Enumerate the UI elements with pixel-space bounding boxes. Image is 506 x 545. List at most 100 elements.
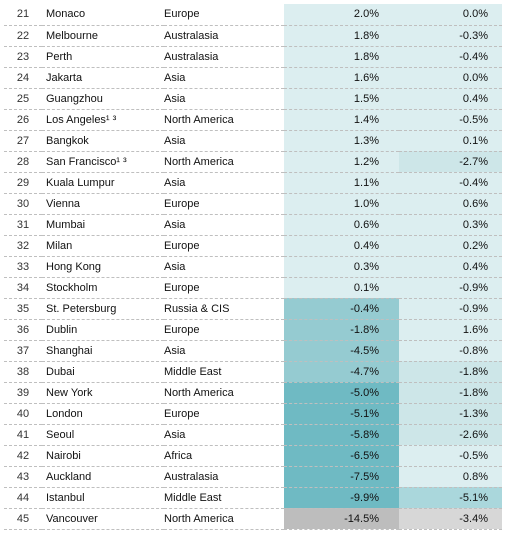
value1-cell: -4.5% — [284, 340, 399, 361]
value1-cell: 1.3% — [284, 130, 399, 151]
table-row: 25GuangzhouAsia1.5%0.4% — [4, 88, 502, 109]
rank-cell: 40 — [4, 403, 42, 424]
rank-cell: 31 — [4, 214, 42, 235]
table-row: 24JakartaAsia1.6%0.0% — [4, 67, 502, 88]
region-cell: Asia — [164, 340, 284, 361]
value2-cell: 0.6% — [399, 193, 502, 214]
value2-cell: -0.4% — [399, 172, 502, 193]
region-cell: Europe — [164, 277, 284, 298]
ranking-table: 21MonacoEurope2.0%0.0%22MelbourneAustral… — [4, 4, 502, 530]
region-cell: Middle East — [164, 361, 284, 382]
table-row: 21MonacoEurope2.0%0.0% — [4, 4, 502, 25]
value1-cell: 0.3% — [284, 256, 399, 277]
table-row: 36DublinEurope-1.8%1.6% — [4, 319, 502, 340]
city-cell: Jakarta — [42, 67, 164, 88]
table-row: 28San Francisco¹ ³North America1.2%-2.7% — [4, 151, 502, 172]
value1-cell: -7.5% — [284, 466, 399, 487]
city-cell: Perth — [42, 46, 164, 67]
value2-cell: 0.8% — [399, 466, 502, 487]
value2-cell: -0.5% — [399, 445, 502, 466]
value2-cell: 0.3% — [399, 214, 502, 235]
value1-cell: 1.0% — [284, 193, 399, 214]
table-row: 29Kuala LumpurAsia1.1%-0.4% — [4, 172, 502, 193]
region-cell: Middle East — [164, 487, 284, 508]
value2-cell: -0.9% — [399, 298, 502, 319]
city-cell: Mumbai — [42, 214, 164, 235]
table-row: 32MilanEurope0.4%0.2% — [4, 235, 502, 256]
value1-cell: 1.5% — [284, 88, 399, 109]
region-cell: Asia — [164, 256, 284, 277]
rank-cell: 28 — [4, 151, 42, 172]
city-cell: Dublin — [42, 319, 164, 340]
value1-cell: 1.4% — [284, 109, 399, 130]
rank-cell: 30 — [4, 193, 42, 214]
city-cell: St. Petersburg — [42, 298, 164, 319]
table-row: 26Los Angeles¹ ³North America1.4%-0.5% — [4, 109, 502, 130]
value1-cell: -5.1% — [284, 403, 399, 424]
region-cell: Asia — [164, 214, 284, 235]
region-cell: Asia — [164, 172, 284, 193]
value1-cell: 0.6% — [284, 214, 399, 235]
value2-cell: 0.4% — [399, 256, 502, 277]
region-cell: North America — [164, 151, 284, 172]
city-cell: Dubai — [42, 361, 164, 382]
rank-cell: 44 — [4, 487, 42, 508]
city-cell: San Francisco¹ ³ — [42, 151, 164, 172]
city-cell: Kuala Lumpur — [42, 172, 164, 193]
rank-cell: 29 — [4, 172, 42, 193]
region-cell: Africa — [164, 445, 284, 466]
value1-cell: 0.1% — [284, 277, 399, 298]
city-cell: Milan — [42, 235, 164, 256]
rank-cell: 36 — [4, 319, 42, 340]
rank-cell: 25 — [4, 88, 42, 109]
table-row: 45VancouverNorth America-14.5%-3.4% — [4, 508, 502, 529]
value2-cell: -1.8% — [399, 361, 502, 382]
table-row: 42NairobiAfrica-6.5%-0.5% — [4, 445, 502, 466]
value1-cell: -0.4% — [284, 298, 399, 319]
value1-cell: -1.8% — [284, 319, 399, 340]
table-row: 23PerthAustralasia1.8%-0.4% — [4, 46, 502, 67]
table-row: 37ShanghaiAsia-4.5%-0.8% — [4, 340, 502, 361]
city-cell: London — [42, 403, 164, 424]
rank-cell: 39 — [4, 382, 42, 403]
region-cell: Europe — [164, 319, 284, 340]
value1-cell: -5.0% — [284, 382, 399, 403]
value2-cell: 0.0% — [399, 4, 502, 25]
value2-cell: 0.4% — [399, 88, 502, 109]
rank-cell: 38 — [4, 361, 42, 382]
city-cell: Shanghai — [42, 340, 164, 361]
value1-cell: 1.6% — [284, 67, 399, 88]
city-cell: Melbourne — [42, 25, 164, 46]
value1-cell: -6.5% — [284, 445, 399, 466]
value1-cell: 0.4% — [284, 235, 399, 256]
table-row: 30ViennaEurope1.0%0.6% — [4, 193, 502, 214]
region-cell: Asia — [164, 88, 284, 109]
table-row: 43AucklandAustralasia-7.5%0.8% — [4, 466, 502, 487]
value2-cell: 1.6% — [399, 319, 502, 340]
rank-cell: 35 — [4, 298, 42, 319]
table-row: 35St. PetersburgRussia & CIS-0.4%-0.9% — [4, 298, 502, 319]
value1-cell: 1.2% — [284, 151, 399, 172]
table-row: 38DubaiMiddle East-4.7%-1.8% — [4, 361, 502, 382]
table-row: 31MumbaiAsia0.6%0.3% — [4, 214, 502, 235]
city-cell: Istanbul — [42, 487, 164, 508]
value1-cell: 1.8% — [284, 46, 399, 67]
value2-cell: -0.3% — [399, 25, 502, 46]
value1-cell: 1.8% — [284, 25, 399, 46]
value2-cell: -0.5% — [399, 109, 502, 130]
region-cell: North America — [164, 382, 284, 403]
rank-cell: 41 — [4, 424, 42, 445]
rank-cell: 21 — [4, 4, 42, 25]
value2-cell: 0.1% — [399, 130, 502, 151]
city-cell: Hong Kong — [42, 256, 164, 277]
region-cell: Australasia — [164, 466, 284, 487]
table-row: 40LondonEurope-5.1%-1.3% — [4, 403, 502, 424]
region-cell: Europe — [164, 193, 284, 214]
city-cell: Stockholm — [42, 277, 164, 298]
rank-cell: 45 — [4, 508, 42, 529]
value2-cell: -1.8% — [399, 382, 502, 403]
table-row: 33Hong KongAsia0.3%0.4% — [4, 256, 502, 277]
rank-cell: 43 — [4, 466, 42, 487]
rank-cell: 24 — [4, 67, 42, 88]
table-row: 22MelbourneAustralasia1.8%-0.3% — [4, 25, 502, 46]
